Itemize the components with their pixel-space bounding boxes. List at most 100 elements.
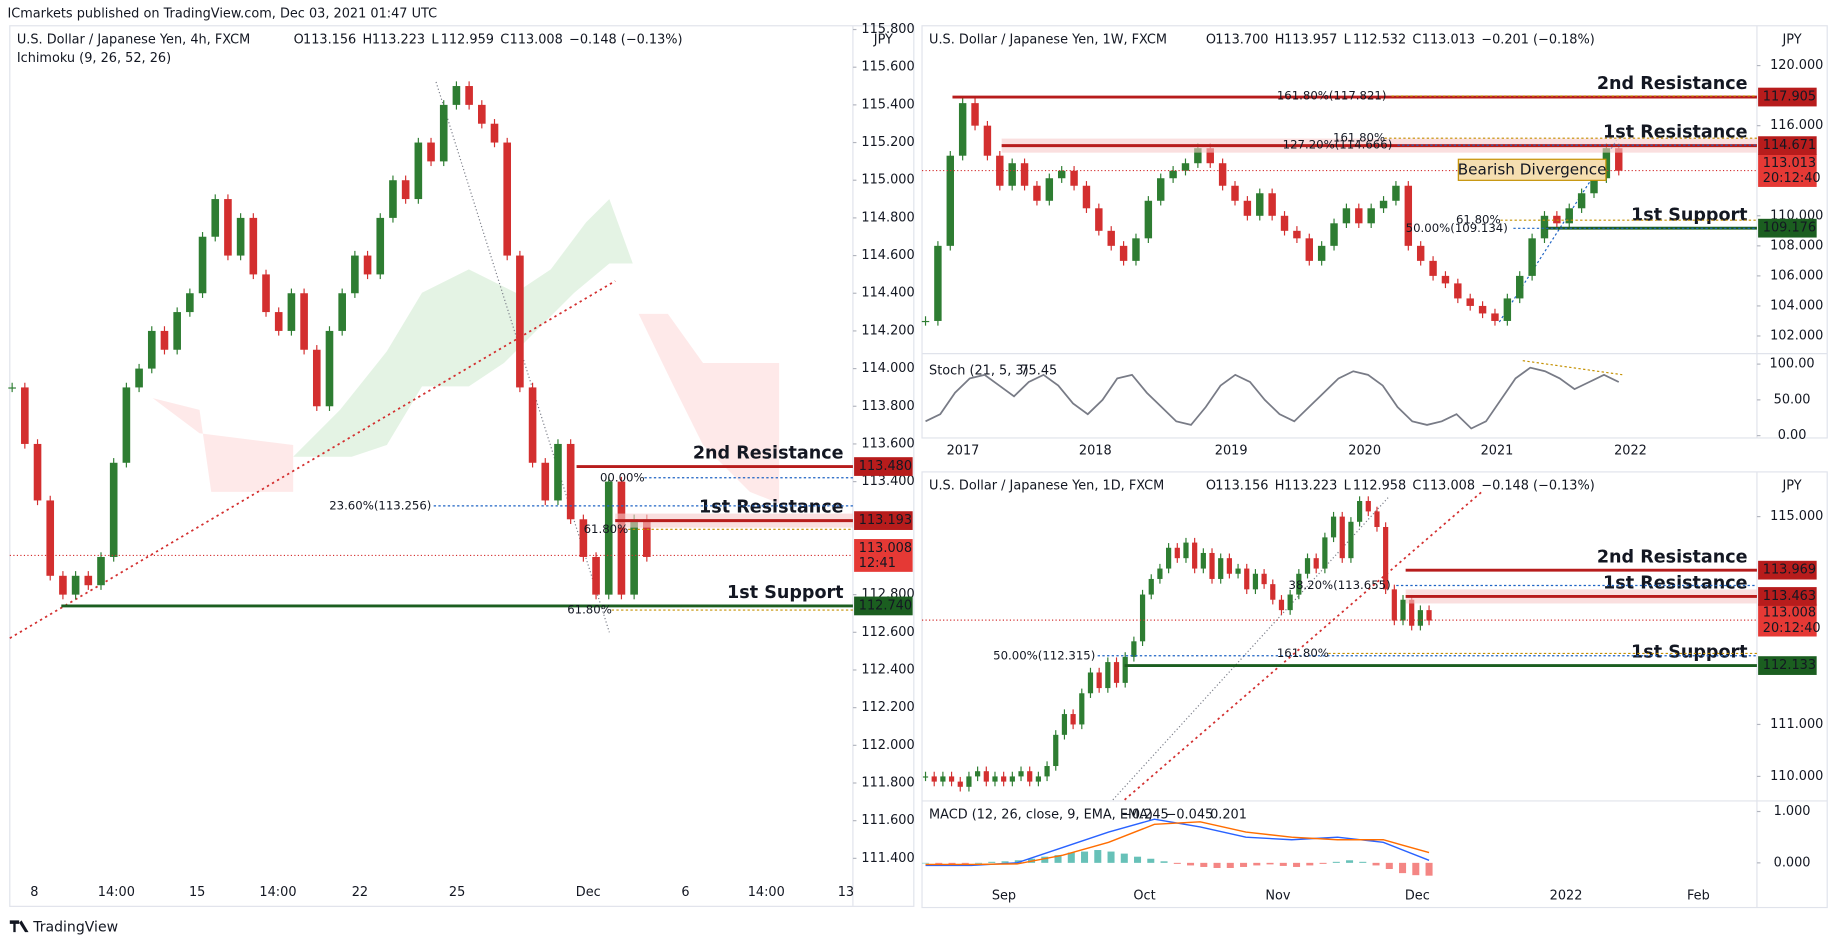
ohlc-value: 113.700 — [1215, 32, 1268, 47]
level-label: 113.969 — [1763, 563, 1816, 578]
fib-label: 50.00%(112.315) — [993, 648, 1095, 662]
indicator-value: −0.045 — [1166, 808, 1214, 823]
y-tick-label: 114.400 — [861, 286, 914, 301]
candle — [554, 443, 562, 501]
candle — [173, 312, 181, 350]
x-tick-label: Dec — [576, 885, 601, 900]
candle — [262, 274, 270, 313]
y-tick-label: 120.000 — [1770, 58, 1823, 73]
candle — [1365, 501, 1371, 512]
candle — [1293, 230, 1301, 239]
candle — [1070, 170, 1078, 186]
candle — [541, 462, 550, 501]
candle — [1417, 610, 1423, 626]
candle — [414, 142, 423, 200]
candle — [1045, 178, 1054, 201]
y-tick-label: 50.00 — [1774, 392, 1811, 407]
candle — [1416, 245, 1425, 261]
candle — [1070, 714, 1076, 725]
candle — [1342, 208, 1351, 224]
fib-label: 161.80% — [1277, 646, 1329, 660]
ichimoku-cloud — [638, 313, 780, 504]
candle — [1256, 193, 1264, 216]
candle — [1079, 693, 1085, 725]
level-box — [1758, 136, 1817, 155]
candle — [1218, 558, 1224, 579]
candle — [1119, 245, 1128, 261]
candle — [992, 776, 998, 782]
candle — [1008, 163, 1016, 186]
candle — [957, 781, 963, 787]
candle — [160, 330, 169, 350]
candle — [1183, 542, 1189, 559]
ohlc-key: C — [1412, 32, 1421, 47]
fib-label: 127.20%(114.666) — [1283, 138, 1393, 152]
candle — [1268, 193, 1276, 216]
x-tick-label: 22 — [352, 885, 368, 900]
y-tick-label: 115.800 — [861, 22, 914, 37]
ohlc-value: 113.156 — [303, 32, 356, 47]
histogram-bar — [1412, 862, 1420, 876]
histogram-bar — [1200, 862, 1208, 867]
candle — [1194, 148, 1202, 164]
ohlc-value: 113.957 — [1284, 32, 1337, 47]
x-tick-label: 6 — [681, 885, 689, 900]
candle — [325, 330, 334, 407]
fib-label: 00.00% — [600, 470, 645, 484]
candle — [452, 86, 461, 105]
x-tick-label: 2020 — [1348, 443, 1381, 458]
y-tick-label: 111.600 — [861, 813, 914, 828]
y-tick-label: 115.200 — [861, 135, 914, 150]
histogram-bar — [1385, 862, 1393, 870]
candle — [1404, 185, 1413, 246]
level-box — [854, 511, 913, 530]
candle — [465, 86, 473, 105]
candle — [1157, 568, 1163, 579]
candle — [427, 142, 435, 162]
candle — [958, 103, 967, 156]
candle — [1018, 771, 1024, 777]
candle — [1590, 178, 1598, 194]
histogram-bar — [1425, 862, 1433, 876]
candle — [592, 556, 600, 595]
level-box — [854, 457, 913, 476]
candle — [1391, 589, 1397, 621]
candle — [975, 771, 981, 777]
candle — [1280, 215, 1289, 231]
candle — [300, 293, 308, 350]
ohlc-key: L — [431, 32, 439, 47]
level-box — [1758, 87, 1817, 107]
candle — [33, 443, 42, 501]
candle — [338, 293, 346, 331]
histogram-bar — [1346, 860, 1354, 863]
candle — [1132, 238, 1140, 261]
x-tick-label: Dec — [1405, 888, 1430, 903]
y-tick-label: 100.00 — [1770, 357, 1815, 372]
y-tick-label: 114.600 — [861, 248, 914, 263]
histogram-bar — [1319, 862, 1327, 864]
x-tick-label: Nov — [1265, 888, 1291, 903]
ohlc-key: H — [1275, 478, 1285, 493]
level-label: 109.176 — [1763, 221, 1816, 236]
candle — [1287, 594, 1293, 611]
x-tick-label: 2022 — [1550, 888, 1583, 903]
candle — [1139, 594, 1146, 642]
histogram-bar — [935, 862, 943, 864]
level-box — [1758, 587, 1817, 606]
candle — [312, 349, 321, 407]
candle — [1355, 208, 1363, 224]
candle — [401, 180, 410, 200]
candle — [71, 575, 80, 595]
change: −0.148 (−0.13%) — [1481, 478, 1594, 493]
x-tick-label: 2018 — [1079, 443, 1112, 458]
candle — [1009, 776, 1015, 782]
candle — [1330, 223, 1338, 246]
change: −0.201 (−0.18%) — [1481, 32, 1594, 47]
histogram-bar — [1187, 862, 1195, 866]
candle — [1516, 275, 1524, 299]
histogram-bar — [961, 862, 969, 864]
candle — [1478, 305, 1487, 314]
x-tick-label: 2022 — [1614, 443, 1647, 458]
candle — [1131, 641, 1137, 657]
y-tick-label: 110.000 — [1770, 769, 1823, 784]
